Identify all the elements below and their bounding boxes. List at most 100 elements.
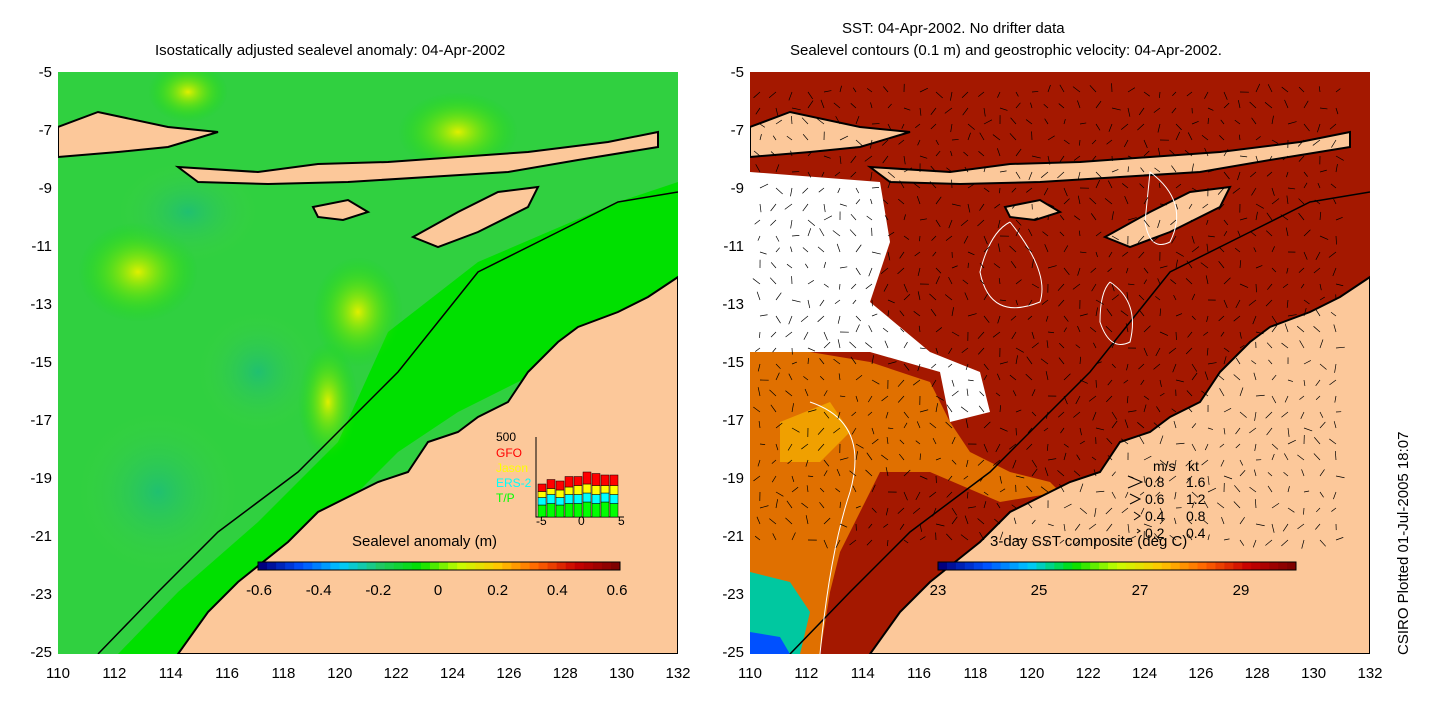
right-shelf-contour (789, 191, 1370, 654)
velocity-arrow (1089, 197, 1097, 205)
velocity-arrow (967, 183, 975, 189)
velocity-arrow (967, 313, 977, 317)
velocity-arrow (1047, 203, 1055, 208)
legend-arrow-0.4 (1133, 511, 1141, 521)
velocity-arrow (801, 117, 809, 125)
left-x-tick: 112 (102, 665, 127, 682)
velocity-legend-header-kt: kt (1188, 458, 1199, 474)
velocity-arrow (997, 243, 1001, 253)
velocity-arrow (1217, 373, 1225, 381)
velocity-arrow (1255, 331, 1264, 335)
land-lesser-sunda (174, 130, 659, 186)
inset-bar-segment (591, 473, 601, 486)
velocity-arrow (1159, 507, 1163, 514)
velocity-arrow (1298, 155, 1305, 162)
velocity-arrow (1303, 100, 1309, 109)
velocity-arrow (1185, 347, 1193, 355)
velocity-arrow (1223, 102, 1230, 109)
inset-bar-segment (609, 503, 619, 518)
velocity-arrow (1204, 371, 1209, 381)
velocity-arrow (1106, 139, 1113, 145)
velocity-arrow (791, 361, 798, 365)
colorbar-swatch (964, 562, 975, 570)
colorbar-swatch (938, 562, 948, 570)
velocity-arrow (1043, 187, 1049, 196)
velocity-arrow (996, 502, 1001, 509)
velocity-arrow (1223, 230, 1228, 237)
velocity-arrow (850, 356, 857, 365)
velocity-arrow (1126, 363, 1129, 371)
velocity-arrow (912, 507, 921, 514)
velocity-arrow (983, 107, 986, 117)
velocity-arrow (867, 411, 873, 416)
colorbar-swatch (321, 562, 331, 570)
velocity-arrow (1026, 187, 1033, 193)
right-x-tick: 126 (1188, 665, 1214, 682)
velocity-arrow (1271, 139, 1279, 144)
velocity-arrow (775, 292, 782, 301)
velocity-arrow (935, 196, 942, 205)
velocity-arrow (898, 198, 905, 205)
velocity-arrow (802, 247, 809, 253)
velocity-arrow (1063, 443, 1069, 448)
velocity-arrow (1015, 299, 1018, 306)
right-colorbar-tick: 27 (1131, 582, 1149, 599)
velocity-arrow (1012, 203, 1017, 209)
velocity-arrow (1073, 155, 1081, 161)
velocity-arrow (965, 419, 969, 429)
velocity-arrow (951, 436, 956, 445)
velocity-arrow (868, 523, 873, 529)
velocity-arrow (1251, 360, 1257, 365)
velocity-arrow (1271, 115, 1274, 125)
velocity-arrow (1031, 411, 1037, 417)
velocity-arrow (823, 331, 828, 341)
inset-bar-segment (600, 485, 610, 494)
velocity-arrow (1169, 534, 1177, 541)
inset-bar-segment (546, 494, 556, 504)
velocity-arrow (1015, 279, 1022, 285)
inset-xtick: 5 (618, 514, 625, 528)
inset-bar-segment (582, 471, 592, 485)
velocity-arrow (1251, 187, 1257, 196)
velocity-arrow (807, 100, 814, 109)
velocity-arrow (992, 134, 1001, 141)
land-java (58, 110, 219, 159)
land-sumba (1003, 198, 1063, 222)
velocity-arrow (1044, 118, 1049, 125)
velocity-arrow (1143, 139, 1148, 149)
velocity-arrow (1329, 438, 1337, 445)
inset-bar-segment (582, 483, 592, 494)
velocity-legend-ms: 0.6 (1145, 491, 1165, 507)
velocity-arrow (1172, 363, 1177, 373)
velocity-arrow (771, 459, 777, 464)
colorbar-swatch (429, 562, 440, 570)
velocity-arrow (1027, 315, 1033, 320)
velocity-arrow (786, 500, 793, 509)
velocity-arrow (935, 395, 944, 401)
colorbar-swatch (1278, 562, 1288, 570)
velocity-arrow (1315, 379, 1321, 387)
velocity-arrow (1239, 283, 1249, 288)
right-x-tick: 118 (963, 665, 988, 682)
velocity-arrow (963, 235, 969, 244)
velocity-arrow (1090, 267, 1097, 273)
velocity-arrow (865, 342, 873, 349)
velocity-arrow (1191, 491, 1199, 498)
velocity-arrow (1079, 356, 1082, 365)
velocity-arrow (1303, 307, 1307, 317)
velocity-arrow (1159, 265, 1168, 269)
inset-bar-segment (546, 488, 556, 495)
velocity-arrow (1335, 164, 1338, 173)
velocity-arrow (1171, 408, 1177, 413)
velocity-arrow (790, 187, 793, 197)
velocity-arrow (1255, 283, 1257, 293)
velocity-arrow (1015, 227, 1020, 237)
velocity-arrow (1334, 363, 1337, 373)
velocity-arrow (823, 215, 833, 221)
velocity-arrow (932, 437, 937, 445)
velocity-arrow (1159, 435, 1164, 445)
velocity-arrow (1170, 219, 1177, 226)
velocity-arrow (790, 150, 793, 157)
velocity-arrow (919, 453, 921, 461)
velocity-arrow (839, 457, 849, 461)
